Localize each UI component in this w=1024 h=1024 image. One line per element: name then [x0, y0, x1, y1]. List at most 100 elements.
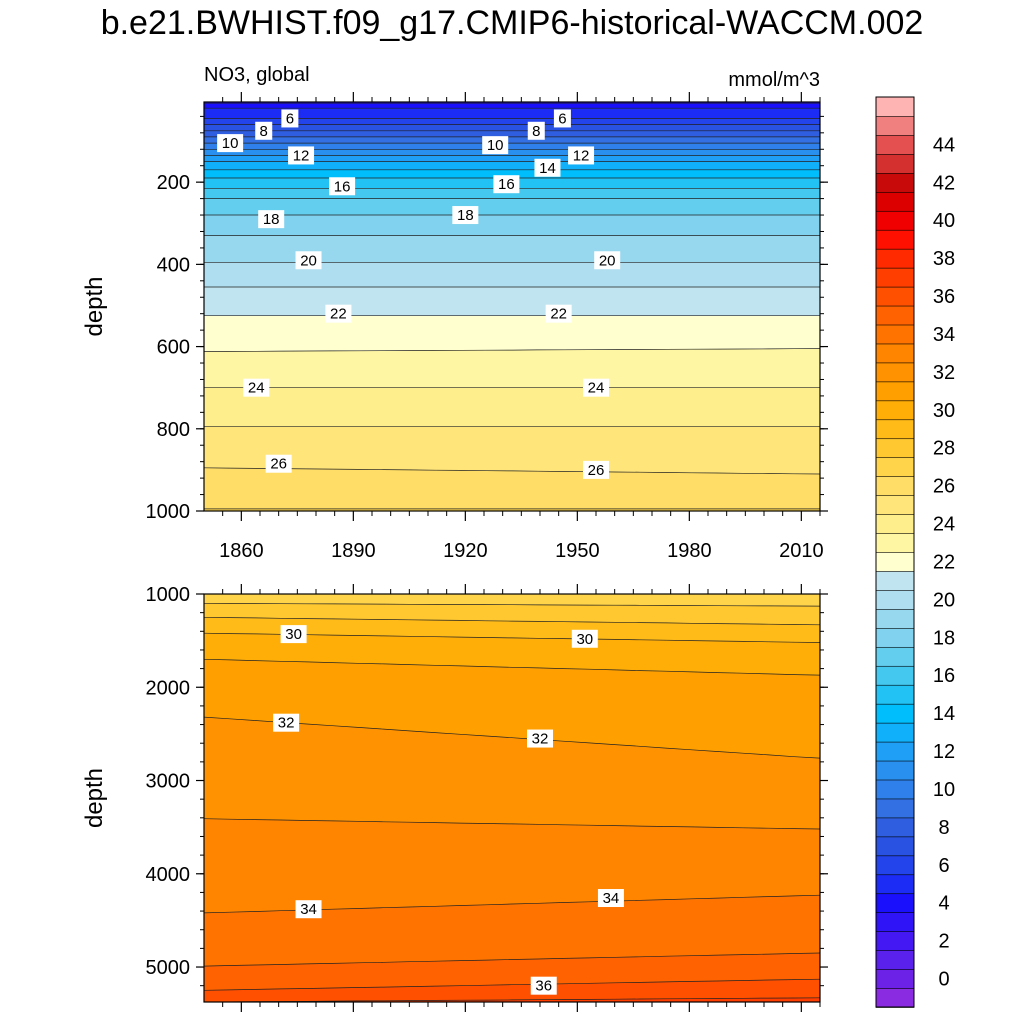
contour-band	[204, 717, 820, 829]
contour-label-text: 20	[599, 252, 616, 269]
colorbar-swatch	[875, 210, 915, 231]
contour-label: 26	[583, 460, 609, 479]
contour-label-text: 14	[539, 160, 556, 177]
contour-label: 8	[527, 121, 545, 140]
contour-label-box	[295, 900, 322, 919]
contour-label-text: 30	[576, 631, 593, 648]
contour-label-text: 34	[300, 901, 317, 918]
contour-band	[204, 659, 820, 759]
contour-label: 18	[452, 206, 479, 225]
contour-band	[204, 118, 820, 125]
plot-frame	[203, 101, 821, 512]
contour-label: 8	[255, 121, 273, 140]
colorbar-label: 22	[933, 551, 955, 573]
colorbar-label: 2	[938, 931, 949, 953]
contour-label-text: 24	[248, 380, 265, 397]
contour-label-text: 32	[278, 715, 295, 732]
contour-line	[204, 616, 820, 626]
contour-label-box	[258, 210, 285, 229]
colorbar-swatch	[875, 381, 915, 402]
contour-label-box	[527, 121, 545, 140]
colorbar-swatch	[875, 873, 915, 895]
contour-band	[204, 387, 820, 427]
contour-label-text: 24	[588, 380, 605, 397]
contour-label-text: 22	[330, 306, 347, 323]
colorbar-swatch	[875, 798, 915, 819]
contour-label-box	[452, 206, 479, 225]
contour-label: 22	[325, 304, 352, 323]
contour-band	[204, 979, 820, 1002]
x-tick-label: 1860	[219, 540, 264, 562]
colorbar-swatch	[875, 248, 915, 269]
colorbar-swatch	[875, 817, 915, 838]
colorbar-label: 28	[933, 438, 955, 460]
contour-label-text: 18	[263, 211, 280, 228]
y-tick-label: 3000	[146, 771, 191, 793]
colorbar-swatch	[875, 684, 915, 705]
contour-label: 12	[288, 146, 315, 165]
contour-line	[204, 632, 820, 643]
colorbar-swatch	[875, 570, 915, 591]
contour-band	[204, 143, 820, 150]
contour-line	[204, 978, 820, 991]
contour-band	[204, 149, 820, 156]
x-tick-label: 1890	[331, 540, 376, 562]
contour-band	[204, 426, 820, 474]
contour-label: 26	[265, 454, 292, 473]
contour-band	[204, 161, 820, 170]
contour-label-box	[482, 136, 509, 155]
contour-band	[204, 130, 820, 137]
colorbar-label: 42	[933, 172, 955, 194]
contour-label: 34	[597, 889, 624, 908]
variable-label: NO3, global	[204, 64, 310, 86]
colorbar-label: 4	[938, 893, 949, 915]
colorbar-label: 38	[933, 248, 955, 270]
contour-line	[204, 467, 820, 475]
contour-band	[204, 108, 820, 119]
contour-band	[204, 262, 820, 287]
contour-label-text: 6	[286, 110, 294, 127]
contour-band	[204, 953, 820, 991]
contour-label: 18	[258, 210, 285, 229]
contour-label-box	[273, 713, 300, 732]
colorbar-swatch	[875, 741, 915, 762]
colorbar-swatch	[875, 892, 915, 914]
contour-band	[204, 818, 820, 913]
lower-panel: 30 30 32 32 34 34 36 1000 2000 3000 4000 5000 depth	[81, 584, 828, 1012]
colorbar-swatch	[875, 646, 915, 667]
contour-label: 30	[571, 629, 598, 648]
colorbar-swatch	[875, 855, 915, 876]
contour-label-box	[530, 976, 557, 995]
upper-panel: 6 8 10 12 16 18 20 22 24 26 6 8 10 12 14 16 18 20 22 24 26 20…	[81, 92, 828, 562]
contour-label-text: 6	[558, 110, 566, 127]
colorbar-swatch	[875, 930, 915, 951]
colorbar-swatch	[875, 115, 915, 136]
contour-label: 20	[594, 251, 621, 270]
colorbar-label: 40	[933, 210, 955, 232]
contour-band	[204, 895, 820, 967]
y-tick-label: 5000	[146, 957, 191, 979]
colorbar-label: 32	[933, 362, 955, 384]
contour-label-text: 8	[532, 123, 540, 140]
contour-label: 6	[553, 109, 571, 128]
contour-band	[204, 235, 820, 263]
colorbar-swatch	[875, 437, 915, 459]
contour-label: 20	[295, 251, 322, 270]
contour-line	[204, 952, 820, 967]
contour-label-box	[288, 146, 315, 165]
y-tick-label: 800	[157, 419, 190, 441]
y-axis-label: depth	[81, 768, 108, 828]
y-tick-label: 600	[157, 337, 190, 359]
contour-label-box	[553, 109, 571, 128]
contour-label-text: 16	[498, 176, 515, 193]
colorbar-swatch	[875, 96, 915, 117]
x-tick-label: 1980	[667, 540, 712, 562]
contour-label-box	[571, 629, 598, 648]
contour-label: 12	[568, 146, 595, 165]
colorbar-frame	[875, 96, 915, 1008]
colorbar-swatch	[875, 456, 915, 477]
contour-label: 6	[281, 109, 299, 128]
contour-label-text: 22	[550, 306, 567, 323]
contour-label-box	[325, 304, 352, 323]
colorbar-swatch	[875, 305, 915, 326]
